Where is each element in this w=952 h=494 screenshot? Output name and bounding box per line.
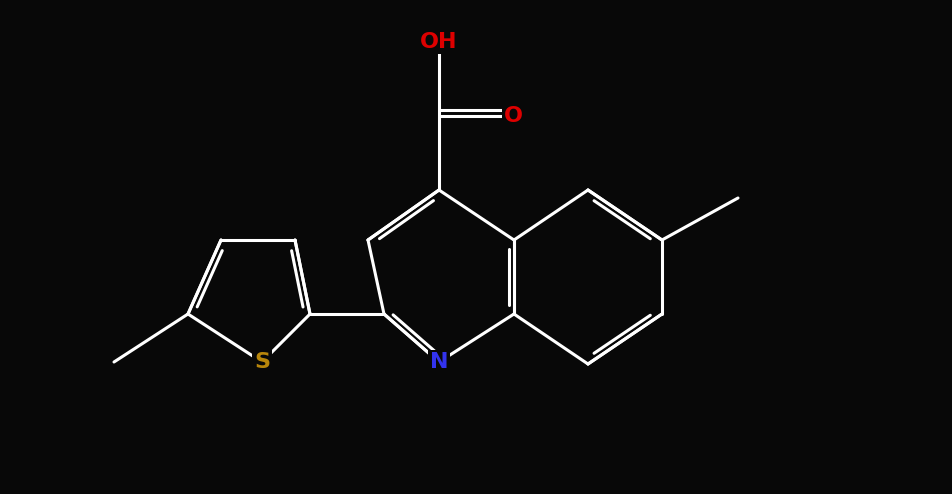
Text: O: O: [504, 106, 523, 126]
Text: OH: OH: [420, 32, 458, 52]
Text: S: S: [254, 352, 270, 372]
Text: N: N: [429, 352, 448, 372]
